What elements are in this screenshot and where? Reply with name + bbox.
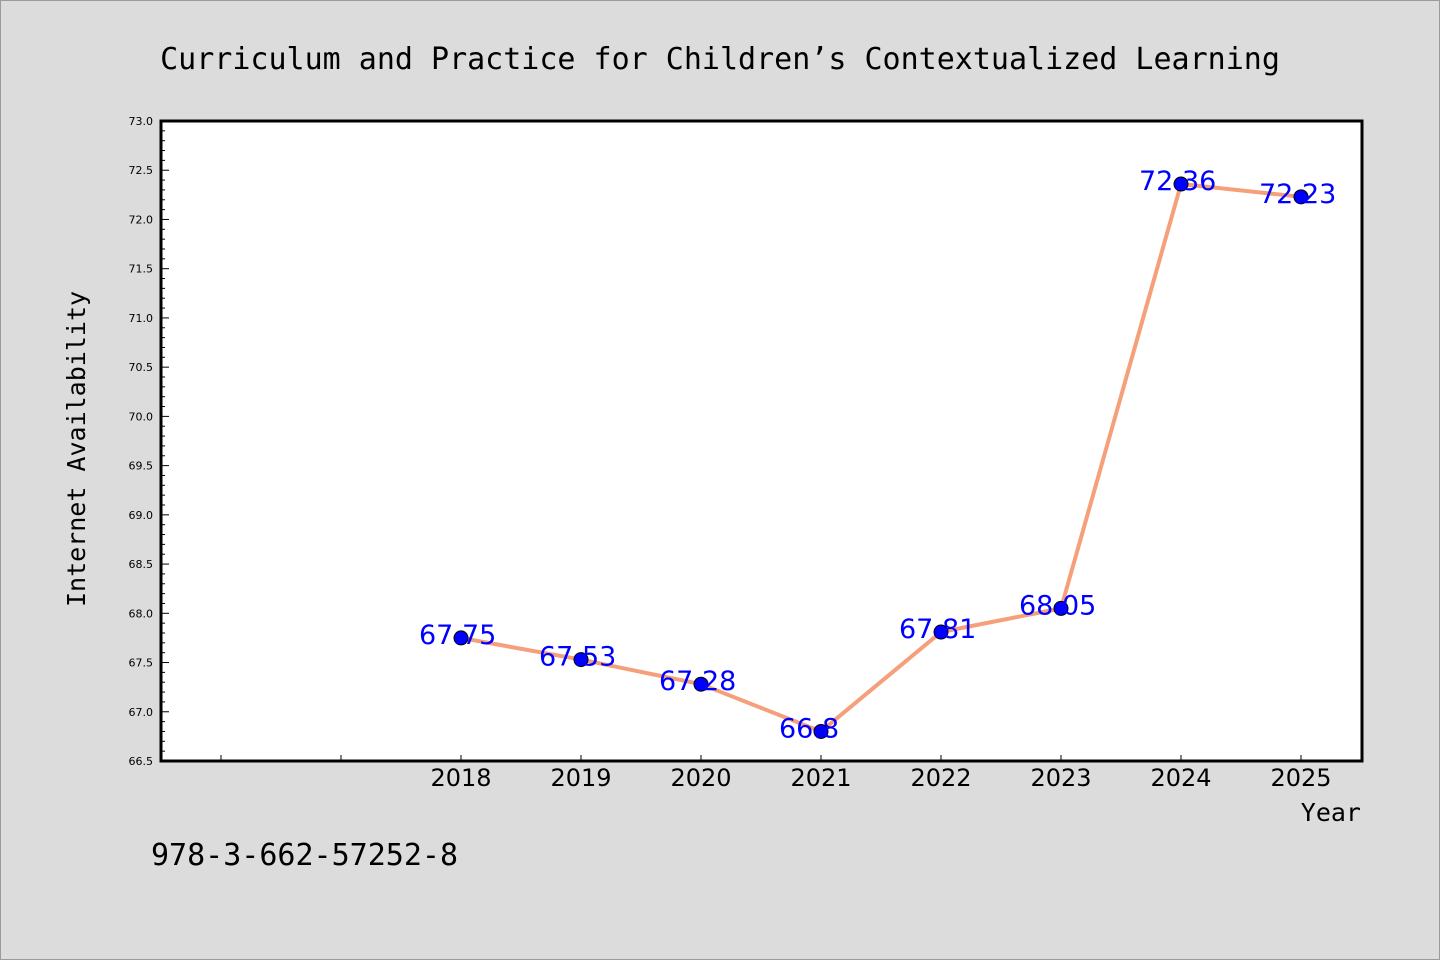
x-tick-label: 2019	[550, 764, 611, 792]
data-label: 67.28	[659, 666, 736, 697]
y-tick-label: 69.0	[129, 509, 154, 522]
y-tick-label: 72.5	[129, 164, 154, 177]
data-label: 67.81	[899, 614, 976, 645]
data-point	[453, 630, 469, 646]
y-tick-label: 71.0	[129, 312, 154, 325]
y-tick-label: 71.5	[129, 263, 154, 276]
data-label: 67.75	[419, 620, 496, 651]
y-tick-label: 70.5	[129, 361, 154, 374]
data-label: 72.36	[1139, 166, 1216, 197]
chart-title: Curriculum and Practice for Children’s C…	[160, 42, 1280, 77]
data-point	[933, 624, 949, 640]
y-tick-label: 66.5	[129, 755, 154, 768]
x-axis-label: Year	[1301, 798, 1361, 827]
x-tick-label: 2018	[430, 764, 491, 792]
y-tick-label: 68.0	[129, 607, 154, 620]
x-tick-label: 2023	[1030, 764, 1091, 792]
y-axis-label: Internet Availability	[62, 291, 91, 607]
data-label: 72.23	[1259, 179, 1336, 210]
x-tick-label: 2024	[1150, 764, 1211, 792]
x-tick-label: 2022	[910, 764, 971, 792]
data-point	[573, 652, 589, 668]
data-point	[1173, 176, 1189, 192]
isbn-code: 978-3-662-57252-8	[151, 838, 458, 873]
data-label: 67.53	[539, 642, 616, 673]
x-tick-label: 2021	[790, 764, 851, 792]
y-tick-label: 68.5	[129, 558, 154, 571]
y-tick-label: 72.0	[129, 213, 154, 226]
data-point	[1293, 189, 1309, 205]
y-tick-label: 73.0	[129, 115, 154, 128]
y-tick-label: 67.5	[129, 657, 154, 670]
y-axis: 66.5 67.0 67.5 68.0 68.5 69.0 69.5 70.0 70.5 71.0…	[129, 115, 169, 768]
data-point	[693, 676, 709, 692]
y-tick-label: 70.0	[129, 410, 154, 423]
data-point	[1053, 600, 1069, 616]
y-tick-label: 69.5	[129, 460, 154, 473]
x-axis: 2018 2019 2020 2021 2022 2023 2024 2025	[220, 755, 1332, 792]
x-tick-label: 2020	[670, 764, 731, 792]
data-point	[813, 723, 829, 739]
plot-area	[159, 119, 1364, 763]
y-tick-label: 67.0	[129, 706, 154, 719]
data-label: 66.8	[779, 713, 839, 744]
series-group: 67.75 67.53 67.28 66.8 67.81 68.05 72.36 72.23	[419, 166, 1336, 744]
series-line	[459, 182, 1303, 734]
x-tick-label: 2025	[1270, 764, 1331, 792]
data-label: 68.05	[1019, 590, 1096, 621]
